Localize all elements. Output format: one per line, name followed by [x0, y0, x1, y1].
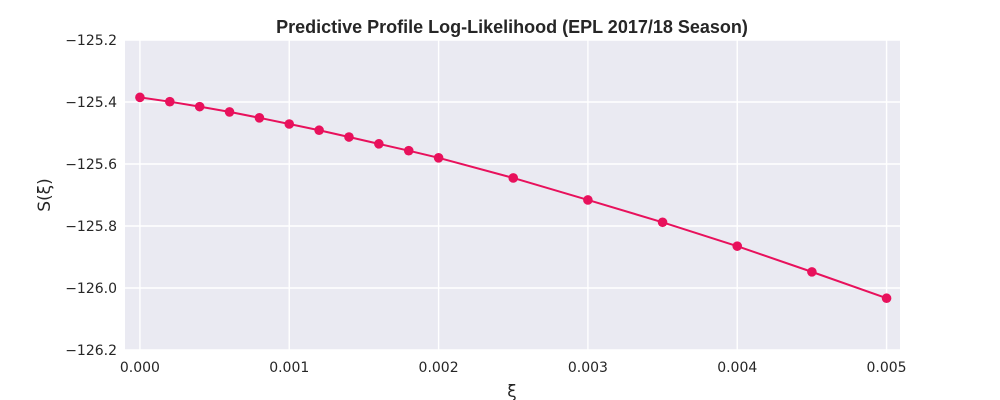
plot-background — [125, 40, 900, 350]
data-point — [194, 101, 205, 112]
x-tick-label: 0.005 — [867, 360, 907, 376]
x-tick-label: 0.002 — [419, 360, 459, 376]
data-point — [403, 145, 414, 156]
x-axis-label: ξ — [507, 382, 516, 400]
data-point — [881, 293, 892, 304]
data-point — [135, 92, 145, 103]
y-tick-label: −126.0 — [65, 281, 117, 297]
y-axis-label: S(ξ) — [35, 178, 55, 212]
series-layer — [135, 92, 892, 304]
y-tick-label: −125.2 — [65, 33, 117, 49]
data-point — [807, 267, 817, 277]
data-point — [657, 217, 668, 228]
x-tick-label: 0.001 — [269, 360, 309, 376]
y-tick-label: −125.4 — [65, 95, 117, 111]
data-point — [344, 132, 354, 142]
data-point — [224, 107, 235, 117]
data-point — [284, 119, 295, 129]
x-tick-label: 0.004 — [717, 360, 757, 376]
y-tick-label: −126.2 — [65, 343, 117, 359]
tick-labels: 0.000 0.001 0.002 0.003 0.004 0.005 −125.2 −125… — [65, 33, 906, 376]
x-tick-label: 0.000 — [120, 360, 160, 376]
y-tick-label: −125.8 — [65, 219, 117, 235]
data-point — [732, 241, 743, 251]
data-point — [374, 139, 384, 149]
data-point — [433, 153, 444, 163]
chart-title: Predictive Profile Log-Likelihood (EPL 2… — [276, 17, 748, 37]
data-point — [254, 113, 265, 123]
data-point — [164, 96, 175, 107]
data-point — [314, 125, 324, 136]
x-tick-label: 0.003 — [568, 360, 608, 376]
data-point — [583, 195, 593, 205]
grid-lines — [125, 39, 900, 351]
data-point — [508, 173, 519, 183]
y-tick-label: −125.6 — [65, 157, 117, 173]
